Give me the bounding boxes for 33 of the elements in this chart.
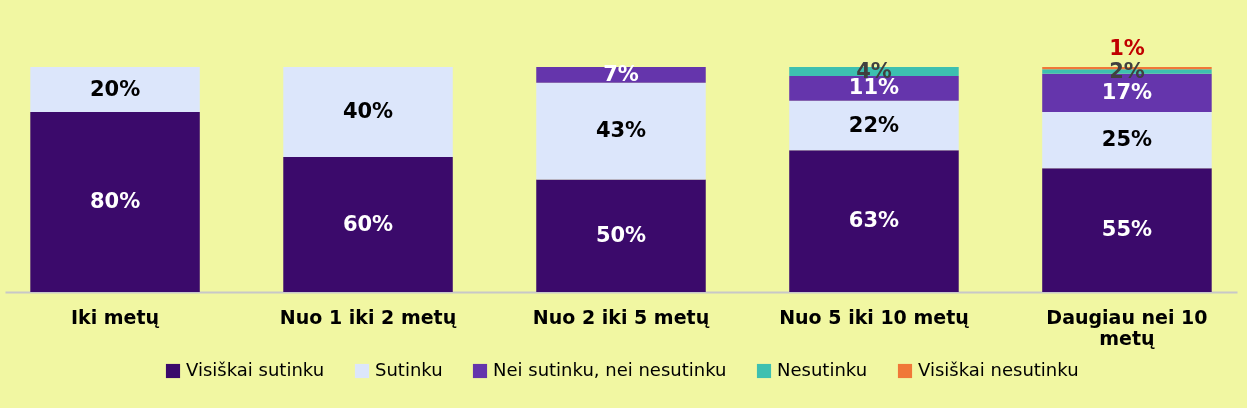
data-label: 80%: [89, 189, 141, 213]
bar: [1042, 168, 1212, 292]
bar: [536, 67, 706, 83]
data-label: 60%: [342, 211, 394, 236]
bar: [283, 67, 453, 157]
x-tick-label: Nuo 1 iki 2 metų: [279, 305, 457, 328]
x-tick-label: Iki metų: [70, 305, 160, 328]
legend-label: Visiškai sutinku: [186, 359, 325, 380]
x-tick-label: Nuo 5 iki 10 metų: [779, 305, 970, 328]
bar: [789, 150, 959, 292]
bar: [1042, 112, 1212, 169]
data-label: 22%: [848, 112, 900, 137]
legend-label: Nei sutinku, nei nesutinku: [493, 359, 727, 380]
bar: [536, 82, 706, 180]
legend-label: Visiškai nesutinku: [918, 359, 1079, 380]
data-label: 40%: [342, 99, 394, 123]
legend-label: Nesutinku: [777, 359, 868, 380]
bar: [789, 100, 959, 151]
bar: [536, 179, 706, 292]
data-label: 50%: [595, 222, 647, 247]
x-tick-label: Daugiau nei 10 metų: [1046, 305, 1208, 349]
bar: [283, 157, 453, 292]
data-label: 43%: [595, 118, 647, 143]
data-label: 1%: [1109, 36, 1145, 60]
data-label: 55%: [1101, 217, 1153, 242]
data-label: 63%: [848, 208, 900, 233]
legend-label: Sutinku: [375, 359, 443, 380]
data-label: 25%: [1101, 127, 1153, 152]
data-label: 7%: [603, 61, 639, 86]
x-tick-label: Nuo 2 iki 5 metų: [532, 305, 710, 328]
data-label: 20%: [89, 76, 141, 101]
bar: [30, 67, 200, 112]
bar: [30, 112, 200, 292]
